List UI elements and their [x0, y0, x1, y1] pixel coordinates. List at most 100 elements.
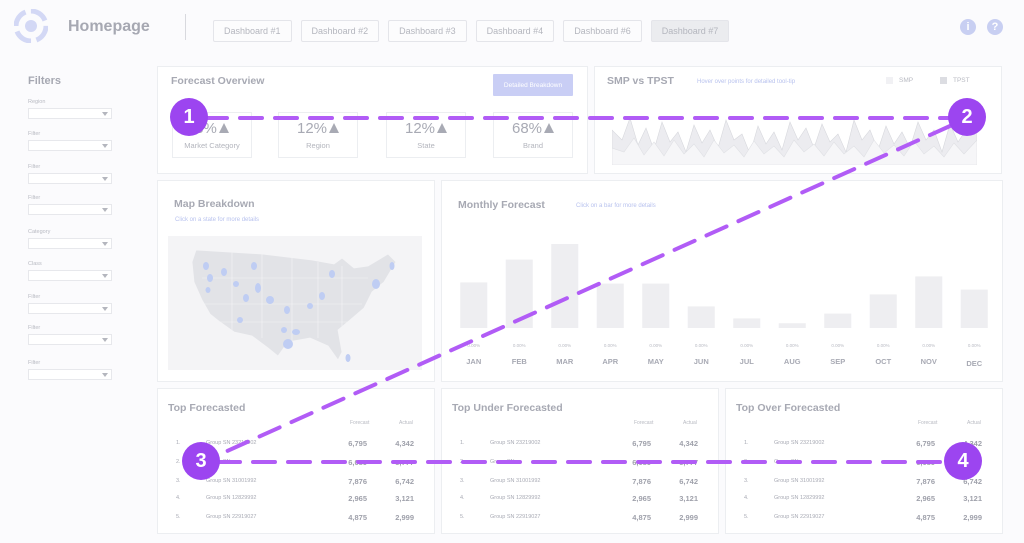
detailed-breakdown-button[interactable]: Detailed Breakdown [493, 74, 573, 96]
filter-0: Region [28, 99, 112, 119]
up-arrow-icon [437, 123, 448, 133]
row-number: 2. [460, 459, 465, 465]
smp-tpst-area-chart[interactable] [612, 110, 977, 165]
x-tick-apr: APR [602, 357, 619, 366]
column-header-actual: Actual [967, 420, 981, 426]
column-header-actual: Actual [399, 420, 413, 426]
filter-1: Filter [28, 131, 112, 151]
tab-dashboard-3[interactable]: Dashboard #3 [388, 20, 467, 42]
row-group-name[interactable]: Group SN 22919027 [774, 514, 825, 520]
smp-tpst-hint: Hover over points for detailed tool-tip [697, 79, 796, 85]
bar-may[interactable] [642, 283, 670, 328]
bar-apr[interactable] [596, 283, 624, 328]
row-group-name[interactable]: Group SN 22919027 [490, 514, 541, 520]
kpi-value: 68% [494, 120, 572, 137]
tour-step-4-badge[interactable]: 4 [944, 442, 982, 480]
filter-dropdown[interactable] [28, 173, 112, 184]
row-number: 5. [176, 514, 181, 520]
bar-nov[interactable] [915, 276, 943, 328]
monthly-forecast-chart [460, 244, 988, 328]
bar-value-label: 0.00% [876, 343, 890, 348]
bar-value-label: 0.00% [649, 343, 663, 348]
kpi-brand[interactable]: 68% Brand [493, 112, 573, 158]
row-group-name[interactable]: Group SN 22919027 [206, 514, 257, 520]
filter-5: Class [28, 261, 112, 281]
bar-jan[interactable] [460, 282, 488, 328]
filter-dropdown[interactable] [28, 204, 112, 215]
row-forecast-value: 2,965 [632, 494, 651, 503]
legend-swatch [940, 77, 947, 84]
x-tick-aug: AUG [783, 357, 801, 366]
x-tick-dec: DEC [966, 359, 983, 368]
row-actual-value: 3,121 [963, 494, 982, 503]
filter-dropdown[interactable] [28, 270, 112, 281]
row-group-name[interactable]: Group SN 23219002 [490, 440, 541, 446]
row-group-name[interactable]: Group SN 31001992 [774, 478, 825, 484]
tab-dashboard-6[interactable]: Dashboard #6 [563, 20, 642, 42]
kpi-state[interactable]: 12% State [386, 112, 466, 158]
kpi-region[interactable]: 12% Region [278, 112, 358, 158]
filter-6: Filter [28, 294, 112, 314]
forecast-overview-title: Forecast Overview [171, 75, 265, 87]
row-number: 4. [744, 495, 749, 501]
help-icon[interactable]: ? [987, 19, 1003, 35]
column-header-forecast: Forecast [634, 420, 654, 426]
bar-oct[interactable] [869, 294, 897, 328]
legend-tpst[interactable]: TPST [940, 77, 970, 84]
row-actual-value: 2,999 [395, 513, 414, 522]
row-group-name[interactable]: Group SN [774, 459, 799, 465]
row-group-name[interactable]: Group SN 23219002 [206, 440, 257, 446]
bar-mar[interactable] [551, 244, 579, 328]
row-number: 5. [460, 514, 465, 520]
monthly-forecast-title: Monthly Forecast [458, 199, 545, 211]
row-group-name[interactable]: Group SN 23219002 [774, 440, 825, 446]
map-breakdown-hint: Click on a state for more details [175, 217, 260, 223]
kpi-label: Brand [522, 141, 543, 150]
row-forecast-value: 7,876 [916, 477, 935, 486]
bar-jul[interactable] [733, 318, 761, 328]
tab-dashboard-7[interactable]: Dashboard #7 [650, 20, 730, 42]
us-map[interactable] [192, 248, 402, 368]
tab-dashboard-2[interactable]: Dashboard #2 [300, 20, 380, 42]
row-group-name[interactable]: Group SN [490, 459, 515, 465]
filter-label: Filter [28, 294, 41, 300]
row-group-name[interactable]: Group SN 31001992 [206, 478, 257, 484]
row-group-name[interactable]: Group SN 12829992 [206, 495, 257, 501]
filter-2: Filter [28, 164, 112, 184]
info-icon[interactable]: i [960, 19, 976, 35]
filter-dropdown[interactable] [28, 108, 112, 119]
tab-dashboard-1[interactable]: Dashboard #1 [213, 20, 292, 42]
filter-dropdown[interactable] [28, 140, 112, 151]
row-number: 3. [460, 478, 465, 484]
legend-smp[interactable]: SMP [886, 77, 913, 84]
tab-dashboard-4[interactable]: Dashboard #4 [475, 20, 555, 42]
bar-jun[interactable] [687, 306, 715, 328]
filter-label: Filter [28, 195, 41, 201]
bar-sep[interactable] [824, 313, 852, 328]
filter-dropdown[interactable] [28, 303, 112, 314]
row-forecast-value: 2,965 [916, 494, 935, 503]
tour-step-2-badge[interactable]: 2 [948, 98, 986, 136]
filter-4: Category [28, 229, 112, 249]
filter-dropdown[interactable] [28, 238, 112, 249]
filter-label: Category [28, 229, 51, 235]
tour-step-3-badge[interactable]: 3 [182, 442, 220, 480]
row-group-name[interactable]: Group SN 12829992 [490, 495, 541, 501]
bar-aug[interactable] [778, 323, 806, 328]
logo-icon[interactable] [14, 9, 48, 43]
row-group-name[interactable]: Group SN 12829992 [774, 495, 825, 501]
row-actual-value: 4,342 [395, 439, 414, 448]
row-forecast-value: 4,875 [632, 513, 651, 522]
row-actual-value: 6,742 [679, 477, 698, 486]
row-number: 4. [176, 495, 181, 501]
bar-value-label: 0.00% [558, 343, 572, 348]
bar-dec[interactable] [960, 289, 988, 328]
row-number: 1. [176, 440, 181, 446]
row-forecast-value: 6,089 [348, 458, 367, 467]
header-divider [185, 14, 186, 40]
row-group-name[interactable]: Group SN 31001992 [490, 478, 541, 484]
filter-dropdown[interactable] [28, 334, 112, 345]
tour-step-1-badge[interactable]: 1 [170, 98, 208, 136]
bar-feb[interactable] [505, 259, 533, 328]
filter-dropdown[interactable] [28, 369, 112, 380]
